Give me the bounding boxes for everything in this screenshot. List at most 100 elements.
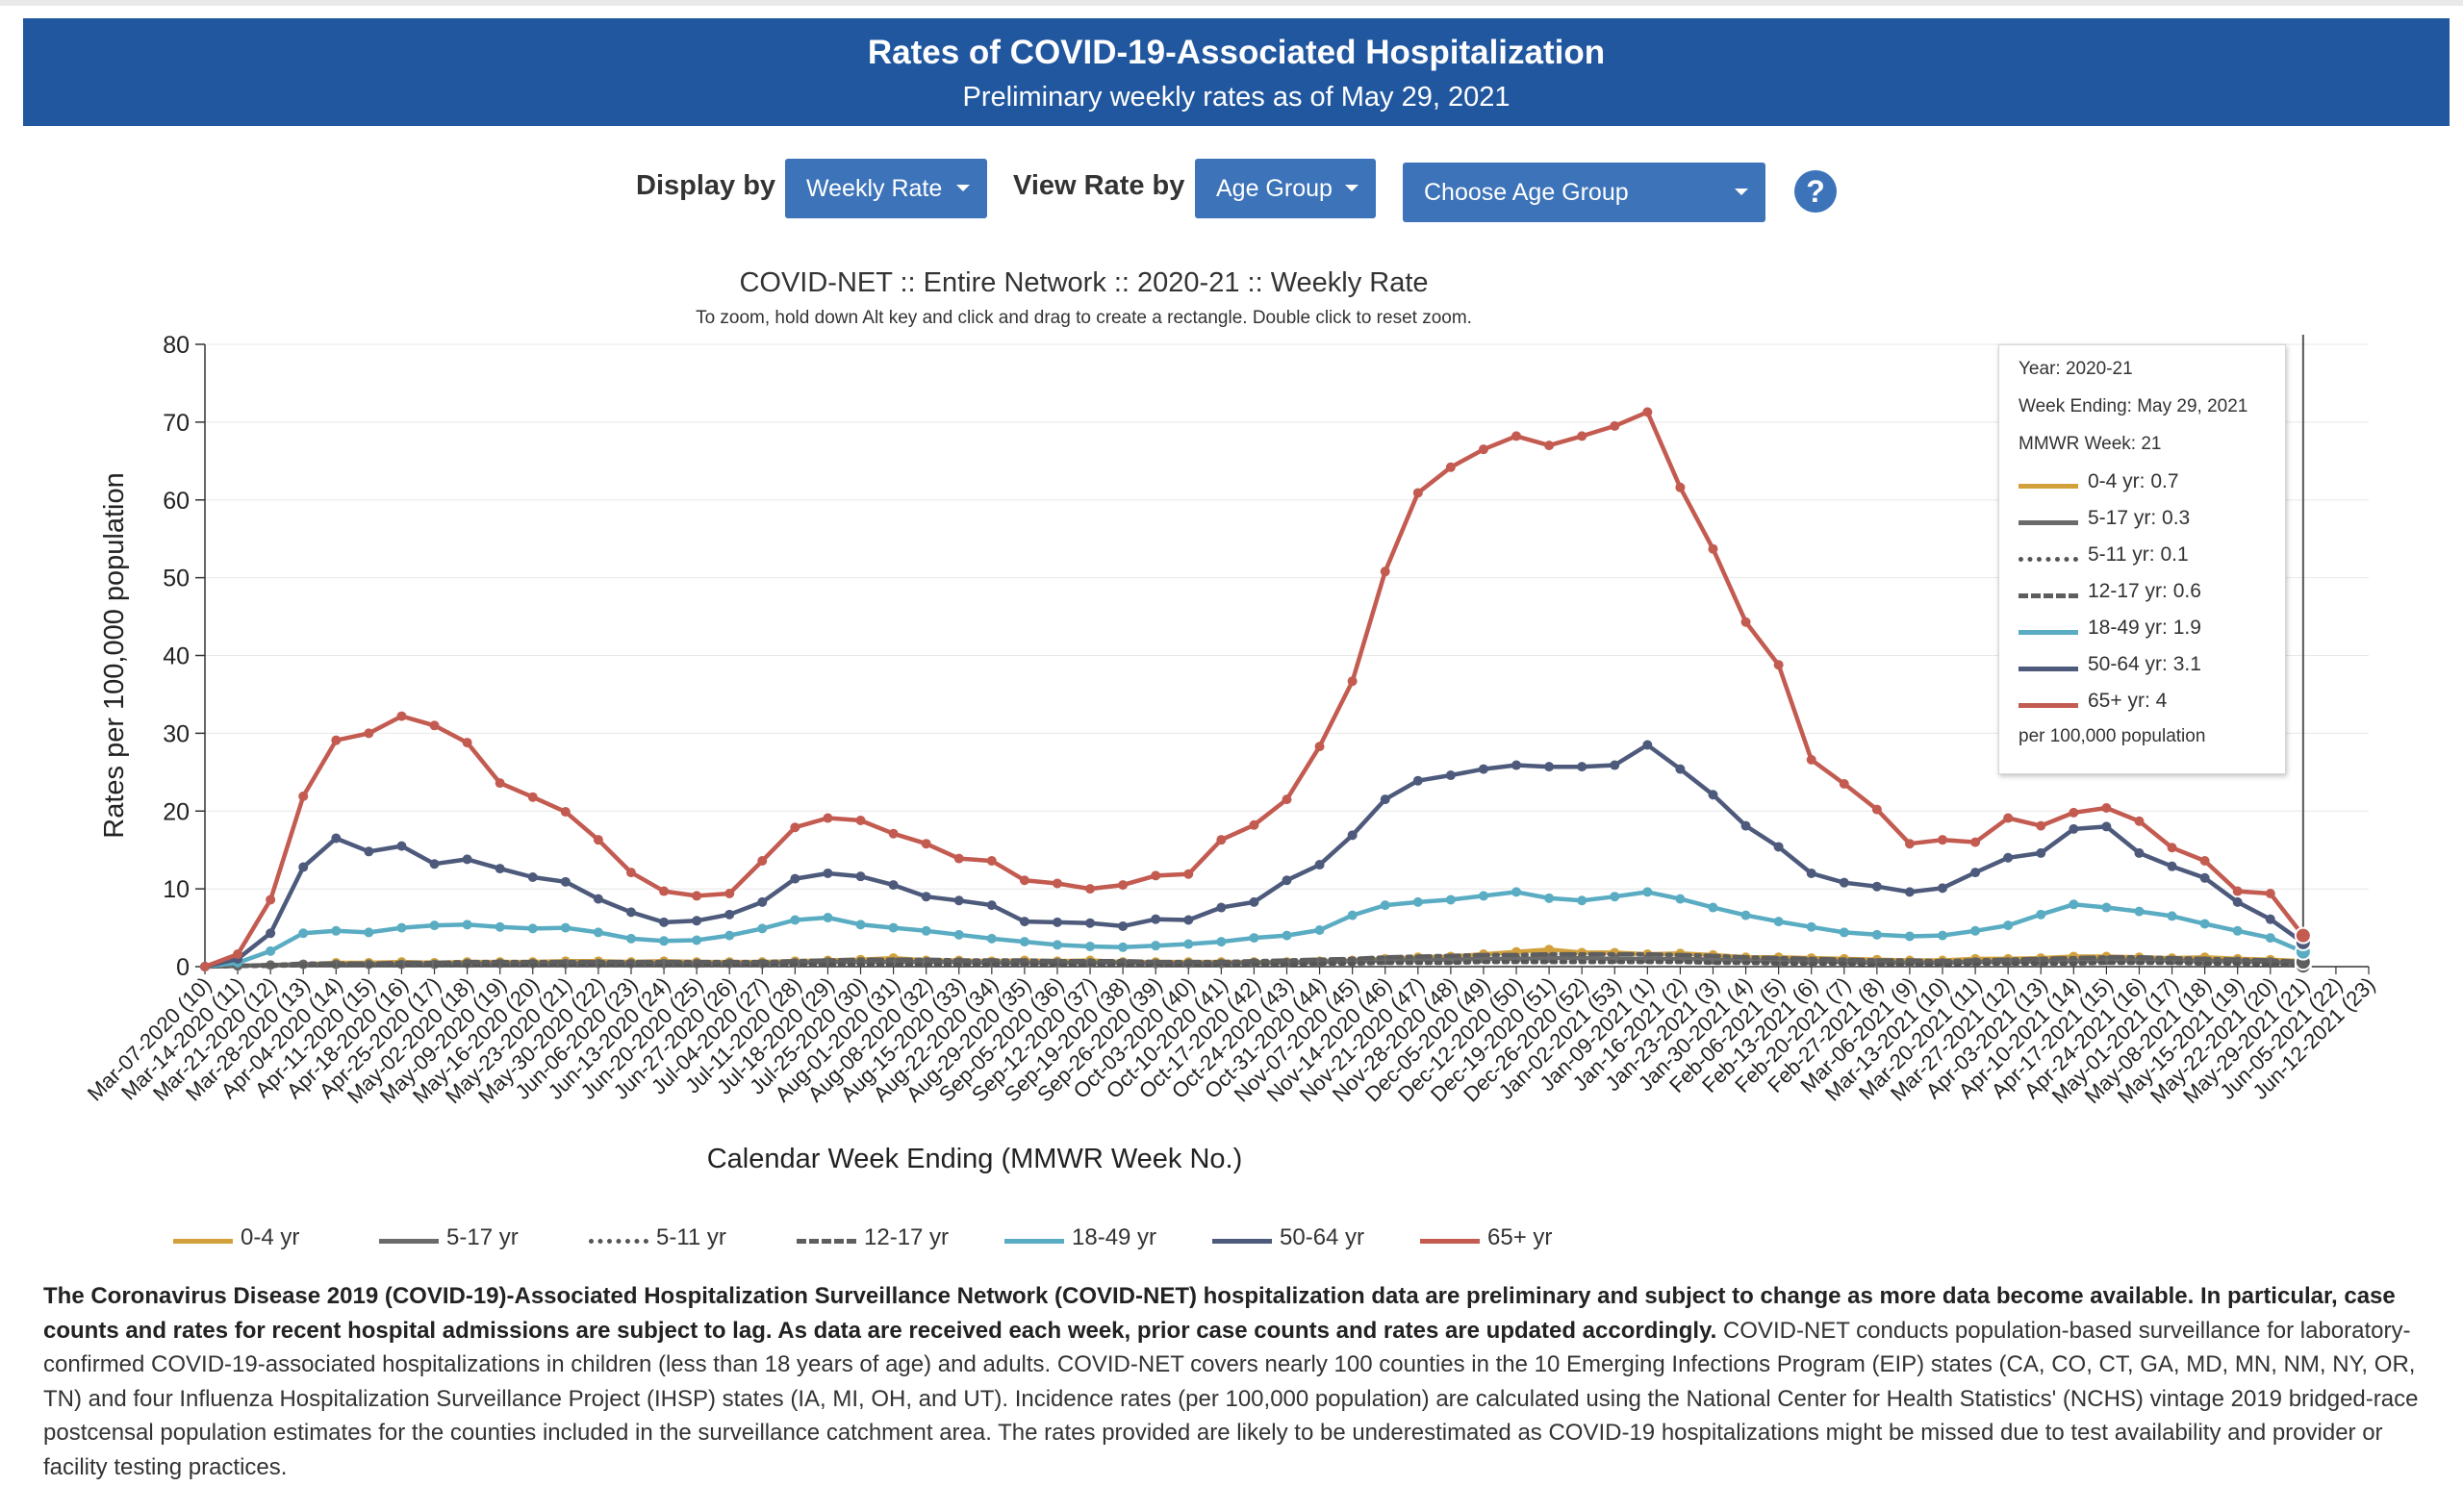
data-point[interactable]: [495, 778, 505, 789]
data-point[interactable]: [2167, 911, 2177, 921]
data-point[interactable]: [593, 927, 603, 938]
data-point[interactable]: [396, 711, 407, 721]
data-point[interactable]: [2069, 807, 2079, 818]
data-point[interactable]: [1445, 770, 1456, 781]
data-point[interactable]: [1249, 896, 1259, 907]
data-point[interactable]: [1380, 567, 1390, 577]
data-point[interactable]: [1871, 881, 1882, 892]
data-point[interactable]: [2101, 803, 2112, 814]
view-rate-by-dropdown[interactable]: Age Group: [1195, 159, 1376, 218]
data-point[interactable]: [1708, 790, 1718, 800]
data-point[interactable]: [396, 841, 407, 851]
data-point[interactable]: [757, 923, 768, 934]
data-point[interactable]: [2069, 823, 2079, 834]
data-point[interactable]: [1740, 910, 1751, 920]
data-point[interactable]: [1577, 762, 1587, 772]
data-point[interactable]: [888, 922, 899, 933]
data-point[interactable]: [1314, 742, 1325, 752]
data-point[interactable]: [1773, 660, 1784, 670]
data-point[interactable]: [1708, 543, 1718, 554]
data-point[interactable]: [625, 907, 636, 918]
data-point[interactable]: [1282, 930, 1292, 941]
data-point[interactable]: [953, 853, 964, 864]
data-point[interactable]: [1052, 878, 1062, 889]
data-point[interactable]: [1642, 887, 1653, 897]
data-point[interactable]: [1085, 941, 1096, 951]
data-point[interactable]: [2232, 886, 2243, 896]
data-point[interactable]: [1019, 917, 1029, 927]
data-point[interactable]: [1839, 778, 1849, 789]
data-point[interactable]: [1445, 462, 1456, 472]
data-point[interactable]: [2167, 861, 2177, 871]
data-point[interactable]: [1544, 441, 1555, 451]
data-point[interactable]: [1511, 431, 1522, 441]
data-point[interactable]: [921, 892, 931, 902]
data-point[interactable]: [364, 846, 374, 857]
data-point[interactable]: [2199, 856, 2210, 867]
data-point[interactable]: [233, 949, 243, 960]
data-point[interactable]: [2232, 896, 2243, 907]
data-point[interactable]: [1970, 837, 1981, 847]
data-point[interactable]: [331, 735, 342, 745]
data-point[interactable]: [429, 920, 440, 931]
data-point[interactable]: [2167, 843, 2177, 853]
data-point[interactable]: [1151, 870, 1161, 881]
data-point[interactable]: [1216, 937, 1227, 947]
data-point[interactable]: [560, 876, 571, 887]
data-point[interactable]: [659, 917, 670, 927]
data-point[interactable]: [625, 933, 636, 944]
data-point[interactable]: [1347, 910, 1358, 920]
data-point[interactable]: [1052, 917, 1062, 927]
data-point[interactable]: [1938, 930, 1948, 941]
data-point[interactable]: [1871, 929, 1882, 940]
data-point[interactable]: [855, 871, 866, 882]
data-point[interactable]: [1347, 830, 1358, 841]
data-point[interactable]: [1151, 941, 1161, 951]
data-point[interactable]: [1970, 868, 1981, 878]
data-point[interactable]: [888, 880, 899, 891]
data-point[interactable]: [2232, 925, 2243, 936]
data-point[interactable]: [1314, 860, 1325, 870]
data-point[interactable]: [1871, 804, 1882, 815]
data-point[interactable]: [1610, 892, 1620, 902]
data-point[interactable]: [298, 928, 309, 939]
data-point[interactable]: [692, 935, 702, 945]
data-point[interactable]: [659, 886, 670, 896]
data-point[interactable]: [527, 871, 538, 882]
data-point[interactable]: [823, 813, 833, 823]
data-point[interactable]: [1675, 894, 1686, 904]
data-point[interactable]: [2199, 919, 2210, 929]
data-point[interactable]: [364, 728, 374, 739]
data-point[interactable]: [724, 930, 735, 941]
data-point[interactable]: [2003, 813, 2014, 823]
data-point[interactable]: [2199, 872, 2210, 883]
data-point[interactable]: [1249, 933, 1259, 944]
data-point[interactable]: [692, 891, 702, 901]
data-point[interactable]: [921, 925, 931, 936]
data-point[interactable]: [364, 927, 374, 938]
data-point[interactable]: [593, 835, 603, 845]
data-point[interactable]: [1806, 754, 1816, 765]
data-point[interactable]: [1216, 835, 1227, 845]
data-point[interactable]: [1183, 869, 1194, 879]
data-point[interactable]: [1773, 842, 1784, 852]
data-point[interactable]: [757, 856, 768, 867]
data-point[interactable]: [692, 916, 702, 926]
data-point[interactable]: [462, 738, 472, 748]
data-point[interactable]: [1085, 918, 1096, 928]
data-point[interactable]: [1970, 925, 1981, 936]
data-point[interactable]: [953, 929, 964, 940]
data-point[interactable]: [2101, 821, 2112, 832]
data-point[interactable]: [1183, 915, 1194, 925]
data-point[interactable]: [1249, 819, 1259, 830]
data-point[interactable]: [429, 859, 440, 869]
data-point[interactable]: [1118, 942, 1129, 952]
data-point[interactable]: [1478, 764, 1488, 774]
data-point[interactable]: [953, 895, 964, 906]
data-point[interactable]: [298, 862, 309, 872]
data-point[interactable]: [1314, 924, 1325, 935]
data-point[interactable]: [1610, 760, 1620, 770]
data-point[interactable]: [921, 839, 931, 849]
data-point[interactable]: [1019, 875, 1029, 886]
data-point[interactable]: [2101, 902, 2112, 913]
